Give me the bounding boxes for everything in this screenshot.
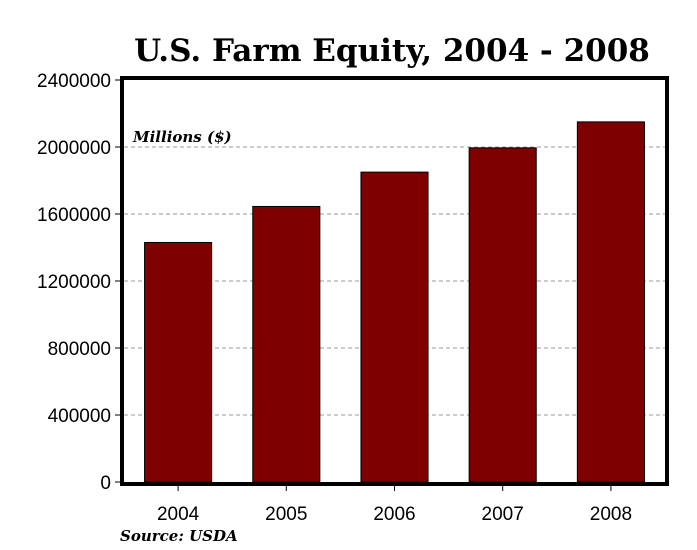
x-tick-label: 2005 — [265, 504, 307, 525]
y-axis: 0 400000 800000 1200000 1600000 2000000 240000… — [37, 71, 122, 494]
x-tick-label: 2008 — [590, 504, 632, 525]
y-tick-label: 0 — [100, 473, 111, 494]
bar-2006 — [360, 171, 429, 483]
bar-2005 — [252, 205, 321, 483]
x-axis: 2004 2005 2006 2007 2008 — [157, 484, 632, 525]
gridlines — [124, 146, 665, 416]
bar-2004 — [144, 241, 213, 483]
y-tick-label: 2000000 — [37, 138, 111, 159]
bar-2008 — [576, 121, 645, 483]
x-tick-label: 2004 — [157, 504, 200, 525]
chart-title: U.S. Farm Equity, 2004 - 2008 — [134, 33, 650, 69]
y-tick-label: 400000 — [48, 406, 111, 427]
unit-label: Millions ($) — [132, 128, 232, 146]
y-tick-label: 1600000 — [37, 205, 111, 226]
x-tick-label: 2007 — [482, 504, 524, 525]
source-note: Source: USDA — [120, 527, 238, 545]
bar-2007 — [468, 147, 537, 483]
y-tick-label: 1200000 — [37, 272, 111, 293]
y-tick-label: 2400000 — [37, 71, 111, 92]
bars — [144, 121, 645, 483]
y-tick-label: 800000 — [48, 339, 111, 360]
x-tick-label: 2006 — [373, 504, 415, 525]
